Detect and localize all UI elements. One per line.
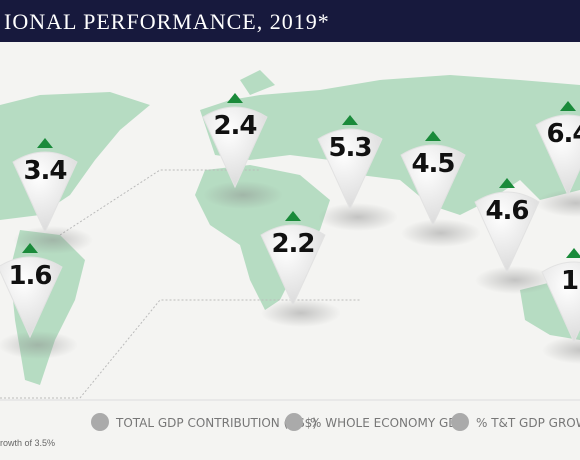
legend-label: % T&T GDP GROWTH xyxy=(476,416,580,430)
pin-shadow xyxy=(475,266,555,294)
pin-cone xyxy=(317,128,383,211)
pin-value: 2.2 xyxy=(271,229,314,259)
pin-value: 4.6 xyxy=(485,196,528,226)
footnote: rowth of 3.5% xyxy=(0,438,55,448)
legend-icon xyxy=(91,413,109,431)
pin-shadow xyxy=(536,189,580,217)
pin-shadow xyxy=(0,331,78,359)
up-arrow xyxy=(22,243,38,253)
pin-cone xyxy=(260,224,326,307)
up-arrow xyxy=(285,211,301,221)
pin-cone xyxy=(541,261,580,344)
up-arrow xyxy=(566,248,580,258)
pin-value: 1. xyxy=(561,266,580,296)
pin-value: 1.6 xyxy=(8,261,51,291)
up-arrow xyxy=(499,178,515,188)
up-arrow xyxy=(560,101,576,111)
pin-cone xyxy=(12,151,78,234)
pin-shadow xyxy=(401,219,481,247)
pin-cone xyxy=(535,114,580,197)
pin-value: 4.5 xyxy=(411,149,454,179)
up-arrow xyxy=(227,93,243,103)
pin-shadow xyxy=(542,336,580,364)
pin-shadow xyxy=(318,203,398,231)
up-arrow xyxy=(37,138,53,148)
pin-value: 2.4 xyxy=(213,111,256,141)
legend-label: TOTAL GDP CONTRIBUTION (US$) xyxy=(115,416,317,430)
pin-value: 3.4 xyxy=(23,156,66,186)
header-bar xyxy=(0,0,580,42)
pin-shadow xyxy=(203,181,283,209)
header-title: IONAL PERFORMANCE, 2019* xyxy=(4,9,330,34)
up-arrow xyxy=(342,115,358,125)
pin-shadow xyxy=(261,299,341,327)
pin-cone xyxy=(400,144,466,227)
pin-value: 5.3 xyxy=(328,133,371,163)
connector-lines xyxy=(0,169,360,399)
legend-label: % WHOLE ECONOMY GDP xyxy=(310,416,465,430)
pin-cone xyxy=(202,106,268,189)
legend-icon xyxy=(451,413,469,431)
legend-icon xyxy=(285,413,303,431)
pin-value: 6.4 xyxy=(546,119,580,149)
up-arrow xyxy=(425,131,441,141)
pin-cone xyxy=(474,191,540,274)
pin-cone xyxy=(0,256,63,339)
